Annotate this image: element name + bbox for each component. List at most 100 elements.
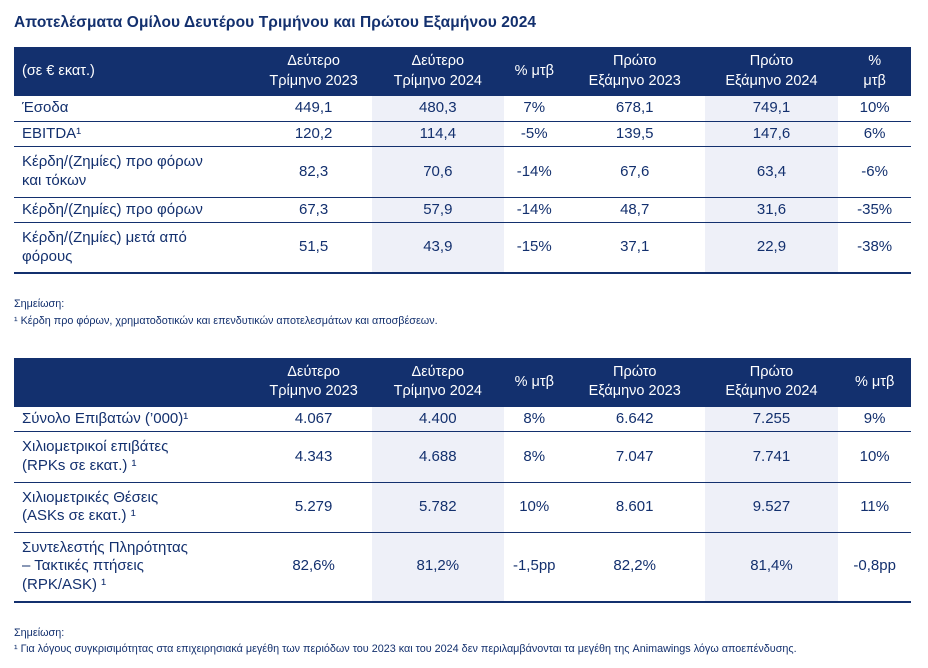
column-header: Πρώτο Εξάμηνο 2024	[704, 47, 839, 97]
value-cell: 57,9	[371, 197, 504, 224]
table-row: Κέρδη/(Ζημίες) προ φόρων και τόκων 82,3 70…	[14, 146, 911, 198]
value-cell: -38%	[838, 222, 911, 275]
value-cell: 8.601	[564, 482, 705, 533]
row-label: Συντελεστής Πληρότητας – Τακτικές πτήσει…	[14, 532, 256, 603]
financial-results-table: (σε € εκατ.) Δεύτερο Τρίμηνο 2023 Δεύτερο …	[14, 47, 911, 275]
value-cell: -14%	[503, 197, 565, 224]
value-cell: 10%	[838, 431, 911, 483]
value-cell: 5.782	[371, 482, 504, 533]
table-row: EBITDA¹ 120,2 114,4 -5% 139,5 147,6 6%	[14, 121, 911, 148]
value-cell: 8%	[503, 431, 565, 483]
column-header: % μτβ	[503, 357, 565, 407]
value-cell: 8%	[503, 406, 565, 433]
value-cell: 51,5	[255, 222, 372, 275]
value-cell: -1,5pp	[503, 532, 565, 603]
value-cell: 7.741	[704, 431, 839, 483]
value-cell: 9%	[838, 406, 911, 433]
value-cell: -14%	[503, 146, 565, 198]
value-cell: 9.527	[704, 482, 839, 533]
row-label: Σύνολο Επιβατών (’000)¹	[14, 406, 256, 433]
value-cell: 43,9	[371, 222, 504, 275]
value-cell: 70,6	[371, 146, 504, 198]
value-cell: 4.343	[255, 431, 372, 483]
value-cell: 480,3	[371, 96, 504, 122]
column-header: Δεύτερο Τρίμηνο 2024	[371, 47, 504, 97]
value-cell: 11%	[838, 482, 911, 533]
page-title: Αποτελέσματα Ομίλου Δευτέρου Τριμήνου κα…	[14, 14, 537, 31]
footnote-label: Σημείωση:	[14, 298, 65, 311]
row-label: EBITDA¹	[14, 121, 256, 148]
financial-results-section: (σε € εκατ.) Δεύτερο Τρίμηνο 2023 Δεύτερο …	[14, 47, 911, 330]
row-label: Έσοδα	[14, 96, 256, 122]
column-header: Πρώτο Εξάμηνο 2023	[564, 357, 705, 407]
value-cell: 37,1	[564, 222, 705, 275]
table-row: Χιλιομετρικοί επιβάτες (RPKs σε εκατ.) ¹…	[14, 431, 911, 483]
traffic-results-section: Δεύτερο Τρίμηνο 2023 Δεύτερο Τρίμηνο 2024…	[14, 357, 911, 658]
row-label: Κέρδη/(Ζημίες) προ φόρων και τόκων	[14, 146, 256, 198]
footnote-label: Σημείωση:	[14, 626, 65, 639]
value-cell: 4.688	[371, 431, 504, 483]
value-cell: -0,8pp	[838, 532, 911, 603]
value-cell: 139,5	[564, 121, 705, 148]
value-cell: -15%	[503, 222, 565, 275]
value-cell: 7.255	[704, 406, 839, 433]
value-cell: 749,1	[704, 96, 839, 122]
value-cell: 63,4	[704, 146, 839, 198]
value-cell: 4.067	[255, 406, 372, 433]
value-cell: 10%	[503, 482, 565, 533]
value-cell: 7.047	[564, 431, 705, 483]
footnote: Σημείωση: ¹ Κέρδη προ φόρων, χρηματοδοτι…	[14, 296, 911, 329]
column-header: (σε € εκατ.)	[14, 47, 256, 97]
table-row: Χιλιομετρικές Θέσεις (ASKs σε εκατ.) ¹ 5.…	[14, 482, 911, 533]
value-cell: 5.279	[255, 482, 372, 533]
value-cell: 81,2%	[371, 532, 504, 603]
value-cell: -5%	[503, 121, 565, 148]
column-header: Πρώτο Εξάμηνο 2024	[704, 357, 839, 407]
column-header: % μτβ	[503, 47, 565, 97]
column-header: Πρώτο Εξάμηνο 2023	[564, 47, 705, 97]
table-row: Κέρδη/(Ζημίες) μετά από φόρους 51,5 43,9 -1…	[14, 222, 911, 275]
column-header	[14, 357, 256, 407]
row-label: Κέρδη/(Ζημίες) μετά από φόρους	[14, 222, 256, 275]
value-cell: 22,9	[704, 222, 839, 275]
column-header: % μτβ	[838, 357, 911, 407]
header-row: (σε € εκατ.) Δεύτερο Τρίμηνο 2023 Δεύτερο …	[14, 47, 911, 97]
value-cell: 120,2	[255, 121, 372, 148]
row-label: Κέρδη/(Ζημίες) προ φόρων	[14, 197, 256, 224]
column-header: Δεύτερο Τρίμηνο 2023	[255, 357, 372, 407]
footnote-text: ¹ Για λόγους συγκρισιμότητας στα επιχειρ…	[14, 643, 797, 656]
column-header: Δεύτερο Τρίμηνο 2023	[255, 47, 372, 97]
footnote: Σημείωση: ¹ Για λόγους συγκρισιμότητας σ…	[14, 625, 911, 658]
value-cell: 678,1	[564, 96, 705, 122]
value-cell: 67,3	[255, 197, 372, 224]
value-cell: 114,4	[371, 121, 504, 148]
value-cell: 48,7	[564, 197, 705, 224]
value-cell: 7%	[503, 96, 565, 122]
row-label: Χιλιομετρικοί επιβάτες (RPKs σε εκατ.) ¹	[14, 431, 256, 483]
table-row: Έσοδα 449,1 480,3 7% 678,1 749,1 10%	[14, 96, 911, 122]
value-cell: 4.400	[371, 406, 504, 433]
value-cell: 82,6%	[255, 532, 372, 603]
value-cell: 82,2%	[564, 532, 705, 603]
value-cell: 31,6	[704, 197, 839, 224]
value-cell: 10%	[838, 96, 911, 122]
table-row: Κέρδη/(Ζημίες) προ φόρων 67,3 57,9 -14% 48,7…	[14, 197, 911, 224]
value-cell: -35%	[838, 197, 911, 224]
header-row: Δεύτερο Τρίμηνο 2023 Δεύτερο Τρίμηνο 2024…	[14, 357, 911, 407]
footnote-text: ¹ Κέρδη προ φόρων, χρηματοδοτικών και επ…	[14, 315, 438, 328]
column-header: Δεύτερο Τρίμηνο 2024	[371, 357, 504, 407]
row-label: Χιλιομετρικές Θέσεις (ASKs σε εκατ.) ¹	[14, 482, 256, 533]
value-cell: 81,4%	[704, 532, 839, 603]
value-cell: 82,3	[255, 146, 372, 198]
value-cell: 147,6	[704, 121, 839, 148]
traffic-results-table: Δεύτερο Τρίμηνο 2023 Δεύτερο Τρίμηνο 2024…	[14, 357, 911, 603]
value-cell: 6.642	[564, 406, 705, 433]
table-row: Σύνολο Επιβατών (’000)¹ 4.067 4.400 8% 6.642…	[14, 406, 911, 433]
value-cell: -6%	[838, 146, 911, 198]
value-cell: 449,1	[255, 96, 372, 122]
value-cell: 67,6	[564, 146, 705, 198]
table-row: Συντελεστής Πληρότητας – Τακτικές πτήσει…	[14, 532, 911, 603]
column-header: % μτβ	[838, 47, 911, 97]
value-cell: 6%	[838, 121, 911, 148]
